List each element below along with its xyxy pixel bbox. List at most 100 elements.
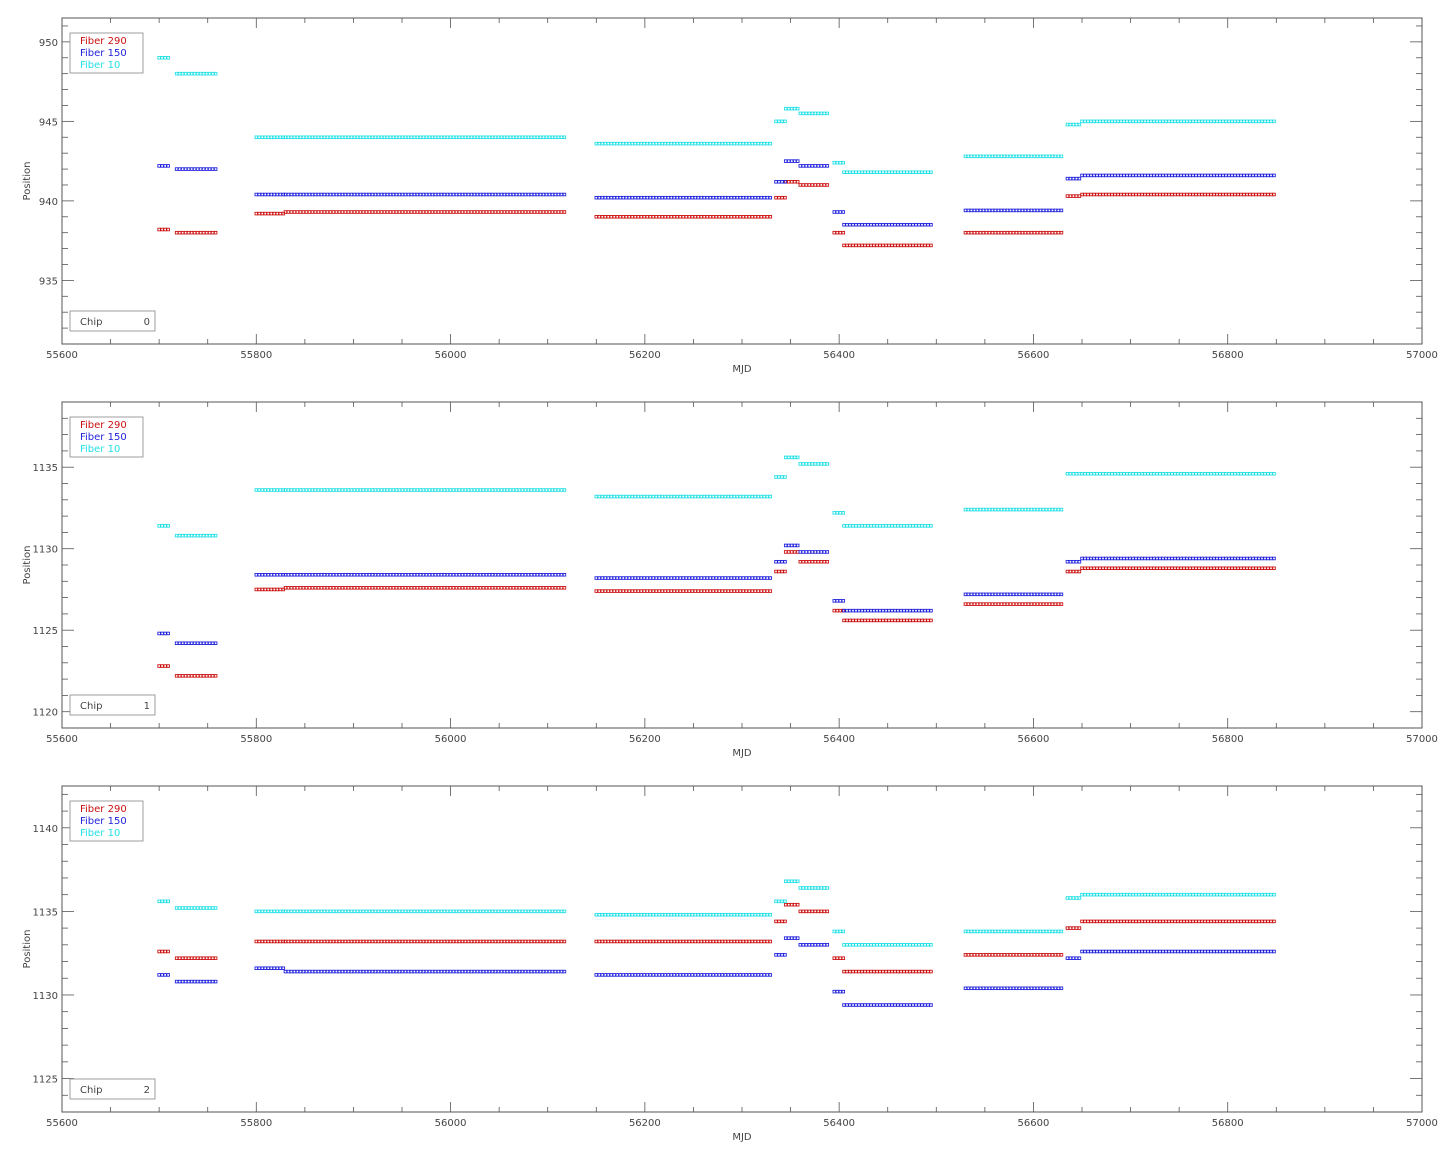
data-point <box>717 494 722 499</box>
data-point <box>1008 602 1013 606</box>
data-point <box>160 227 164 232</box>
data-point <box>966 986 971 991</box>
data-point <box>717 589 722 593</box>
data-point <box>984 929 989 934</box>
data-point <box>487 488 492 492</box>
data-point <box>714 576 719 580</box>
chip-value: 1 <box>144 701 150 712</box>
data-point <box>1251 919 1255 924</box>
data-point <box>559 488 564 492</box>
data-point <box>1167 471 1171 476</box>
data-point <box>1134 566 1138 571</box>
data-point <box>857 608 861 613</box>
data-point <box>207 71 212 76</box>
data-point <box>454 135 459 140</box>
data-point <box>1152 556 1156 561</box>
data-point <box>914 943 918 947</box>
data-point <box>466 909 471 914</box>
data-point <box>1206 919 1210 924</box>
data-point <box>418 939 423 944</box>
data-point <box>990 507 995 512</box>
data-point <box>427 192 432 197</box>
data-point <box>1200 566 1204 571</box>
data-point <box>1005 953 1010 957</box>
data-point <box>1089 949 1093 954</box>
data-point <box>1074 194 1079 198</box>
data-point <box>1098 173 1102 178</box>
data-point <box>729 939 734 944</box>
data-point <box>1188 173 1192 178</box>
data-point <box>838 608 843 613</box>
data-point <box>1092 919 1096 924</box>
data-point <box>1017 929 1022 934</box>
data-point <box>1026 230 1031 235</box>
data-point <box>346 210 351 214</box>
data-point <box>1218 919 1222 924</box>
data-point <box>325 488 330 492</box>
data-point <box>624 195 629 200</box>
data-point <box>532 488 537 492</box>
data-point <box>872 1003 876 1007</box>
data-point <box>553 573 558 577</box>
data-point <box>1131 919 1135 924</box>
data-point <box>358 488 363 492</box>
data-point <box>538 969 543 974</box>
data-point <box>361 909 366 914</box>
data-point <box>364 488 369 492</box>
data-point <box>666 141 671 146</box>
data-point <box>756 195 761 200</box>
data-point <box>723 939 728 944</box>
data-point <box>544 586 549 590</box>
data-point <box>298 210 303 214</box>
data-point <box>1254 192 1258 197</box>
data-point <box>204 979 209 984</box>
data-point <box>875 1003 879 1007</box>
data-point <box>890 608 894 613</box>
data-point <box>1089 119 1093 124</box>
data-point <box>851 1003 855 1007</box>
data-point <box>180 956 185 960</box>
data-point <box>406 586 411 590</box>
data-point <box>816 462 821 466</box>
data-point <box>481 488 486 492</box>
data-point <box>1236 949 1240 954</box>
data-point <box>1092 471 1096 476</box>
data-point <box>1182 919 1186 924</box>
data-point <box>439 210 444 214</box>
data-point <box>385 586 390 590</box>
data-point <box>511 969 516 974</box>
data-point <box>1110 566 1114 571</box>
data-point <box>597 973 602 977</box>
data-point <box>1101 119 1105 124</box>
data-point <box>969 986 974 991</box>
data-point <box>541 488 546 492</box>
data-point <box>460 192 465 197</box>
data-point <box>379 135 384 140</box>
data-point <box>355 135 360 140</box>
data-point <box>472 939 477 944</box>
data-point <box>854 608 858 613</box>
data-point <box>1080 556 1084 561</box>
data-point <box>663 973 668 977</box>
data-point <box>466 573 471 577</box>
data-point <box>1209 892 1213 897</box>
data-point <box>792 902 797 907</box>
data-point <box>281 939 286 944</box>
data-point <box>177 641 182 645</box>
data-point <box>842 524 846 528</box>
data-point <box>469 909 474 914</box>
data-point <box>720 576 725 580</box>
data-point <box>687 912 692 917</box>
data-point <box>463 135 468 140</box>
data-point <box>376 969 381 974</box>
data-point <box>1104 892 1108 897</box>
data-point <box>562 192 567 197</box>
data-point <box>502 909 507 914</box>
data-point <box>1212 119 1216 124</box>
data-point <box>529 573 534 577</box>
x-tick-label: 56200 <box>629 1118 661 1129</box>
data-point <box>442 969 447 974</box>
data-point <box>756 589 761 593</box>
data-point <box>1080 173 1084 178</box>
data-point <box>1251 892 1255 897</box>
